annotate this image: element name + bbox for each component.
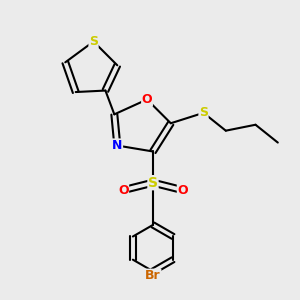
Text: S: S: [148, 176, 158, 190]
Text: Br: Br: [145, 269, 161, 282]
Text: O: O: [118, 184, 129, 196]
Text: N: N: [112, 139, 122, 152]
Text: S: S: [89, 35, 98, 48]
Text: O: O: [177, 184, 188, 196]
Text: O: O: [142, 93, 152, 106]
Text: S: S: [199, 106, 208, 119]
